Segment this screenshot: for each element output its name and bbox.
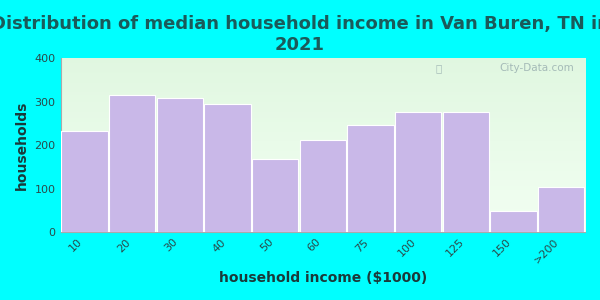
Bar bbox=[109, 95, 155, 232]
Bar bbox=[157, 98, 203, 232]
Bar bbox=[443, 112, 489, 232]
Bar bbox=[347, 124, 394, 232]
Bar bbox=[61, 131, 107, 232]
Bar bbox=[395, 112, 441, 232]
X-axis label: household income ($1000): household income ($1000) bbox=[218, 271, 427, 285]
Bar bbox=[204, 104, 251, 232]
Text: Distribution of median household income in Van Buren, TN in
2021: Distribution of median household income … bbox=[0, 15, 600, 54]
Bar bbox=[490, 211, 536, 232]
Bar bbox=[252, 159, 298, 232]
Bar bbox=[299, 140, 346, 232]
Y-axis label: households: households bbox=[15, 100, 29, 190]
Bar bbox=[538, 187, 584, 232]
Text: City-Data.com: City-Data.com bbox=[500, 63, 575, 73]
Text: ⓘ: ⓘ bbox=[436, 63, 442, 73]
